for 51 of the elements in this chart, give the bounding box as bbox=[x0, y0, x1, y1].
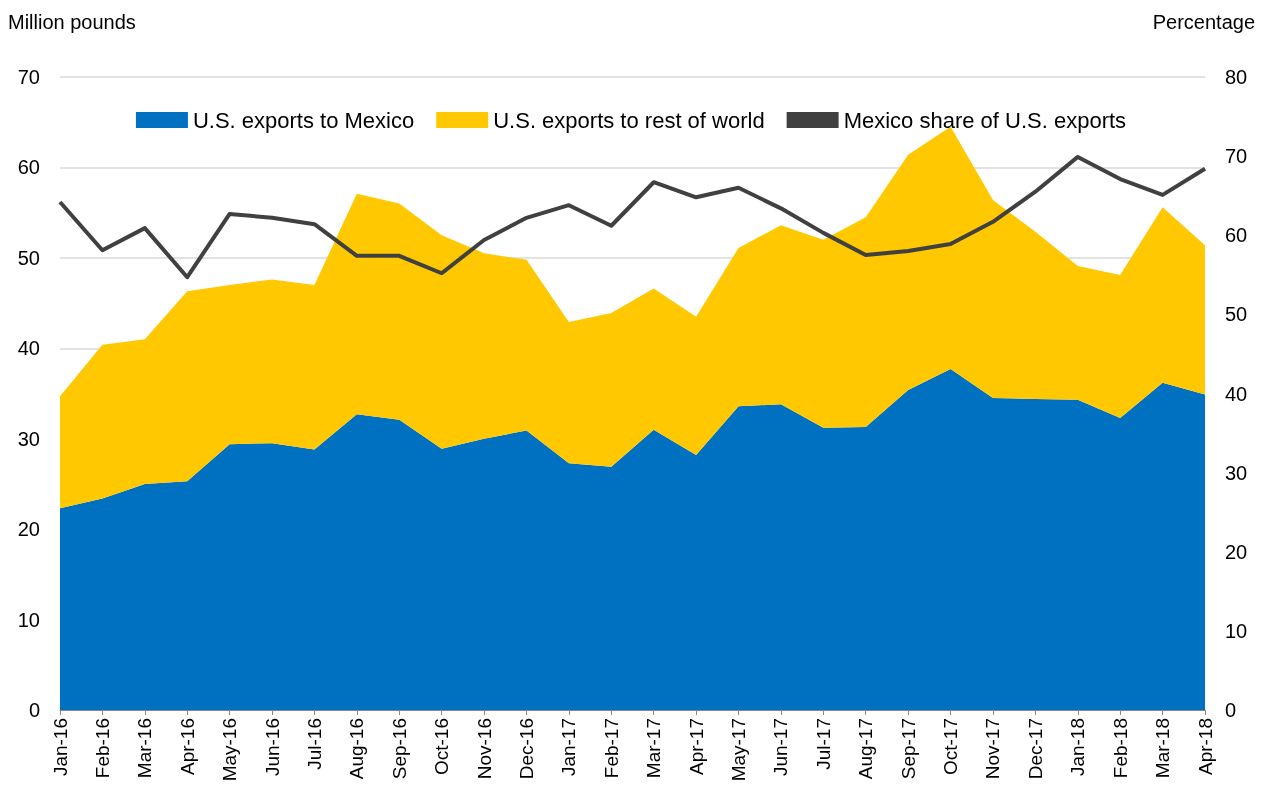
y2-axis-title: Percentage bbox=[1152, 11, 1255, 33]
x-tick-label: Dec-16 bbox=[515, 718, 537, 780]
x-tick-label: Jun-17 bbox=[770, 718, 792, 777]
x-tick-label: Jan-16 bbox=[49, 718, 71, 777]
x-tick-label: Feb-18 bbox=[1109, 718, 1131, 779]
x-tick-label: Nov-16 bbox=[473, 718, 495, 780]
y-tick-label: 10 bbox=[17, 608, 40, 631]
x-tick-label: Oct-16 bbox=[431, 718, 453, 776]
x-tick-label: Jun-16 bbox=[261, 718, 283, 777]
y-tick-label: 60 bbox=[17, 156, 40, 179]
y2-tick-label: 60 bbox=[1225, 224, 1248, 247]
x-tick-label: Sep-16 bbox=[388, 718, 410, 780]
y-axis-title: Million pounds bbox=[8, 11, 136, 33]
x-tick-label: Sep-17 bbox=[897, 718, 919, 780]
x-tick-label: Feb-17 bbox=[600, 718, 622, 779]
x-tick-label: Apr-16 bbox=[176, 718, 198, 776]
x-tick-label: Jul-17 bbox=[812, 718, 834, 770]
line-series bbox=[58, 154, 1207, 280]
legend-label: U.S. exports to rest of world bbox=[493, 107, 765, 133]
y-tick-label: 40 bbox=[17, 337, 40, 360]
x-tick-label: Oct-17 bbox=[940, 718, 962, 776]
y-tick-label: 0 bbox=[28, 699, 40, 721]
x-tick-label: Mar-18 bbox=[1152, 718, 1174, 779]
y-tick-label: 50 bbox=[17, 246, 40, 269]
y2-tick-label: 10 bbox=[1225, 619, 1248, 642]
legend-label: Mexico share of U.S. exports bbox=[843, 107, 1127, 133]
y2-tick-label: 0 bbox=[1225, 699, 1237, 721]
y-tick-label: 20 bbox=[17, 518, 40, 541]
x-tick-label: Aug-16 bbox=[346, 718, 368, 780]
x-tick-label: Apr-18 bbox=[1194, 718, 1216, 776]
x-tick-label: Jul-16 bbox=[303, 718, 325, 770]
x-tick-label: Dec-17 bbox=[1024, 718, 1046, 780]
x-tick-label: Feb-16 bbox=[91, 718, 113, 779]
x-tick-label: Mar-17 bbox=[643, 718, 665, 779]
y-tick-label: 70 bbox=[17, 66, 40, 88]
x-tick-label: Aug-17 bbox=[855, 718, 877, 780]
x-tick-label: May-16 bbox=[219, 718, 241, 782]
x-tick-label: May-17 bbox=[728, 718, 750, 782]
y2-tick-label: 40 bbox=[1225, 382, 1248, 405]
x-tick-label: Apr-17 bbox=[685, 718, 707, 776]
x-tick-label: Jan-18 bbox=[1067, 718, 1089, 777]
y2-tick-label: 30 bbox=[1225, 461, 1248, 484]
y2-tick-label: 80 bbox=[1225, 66, 1248, 88]
y-tick-label: 30 bbox=[17, 427, 40, 450]
x-tick-label: Jan-17 bbox=[558, 718, 580, 777]
x-tick-label: Mar-16 bbox=[134, 718, 156, 779]
legend-label: U.S. exports to Mexico bbox=[192, 107, 415, 133]
y2-tick-label: 50 bbox=[1225, 303, 1248, 326]
y2-tick-label: 20 bbox=[1225, 540, 1248, 563]
x-tick-label: Nov-17 bbox=[982, 718, 1004, 780]
y2-tick-label: 70 bbox=[1225, 145, 1248, 168]
